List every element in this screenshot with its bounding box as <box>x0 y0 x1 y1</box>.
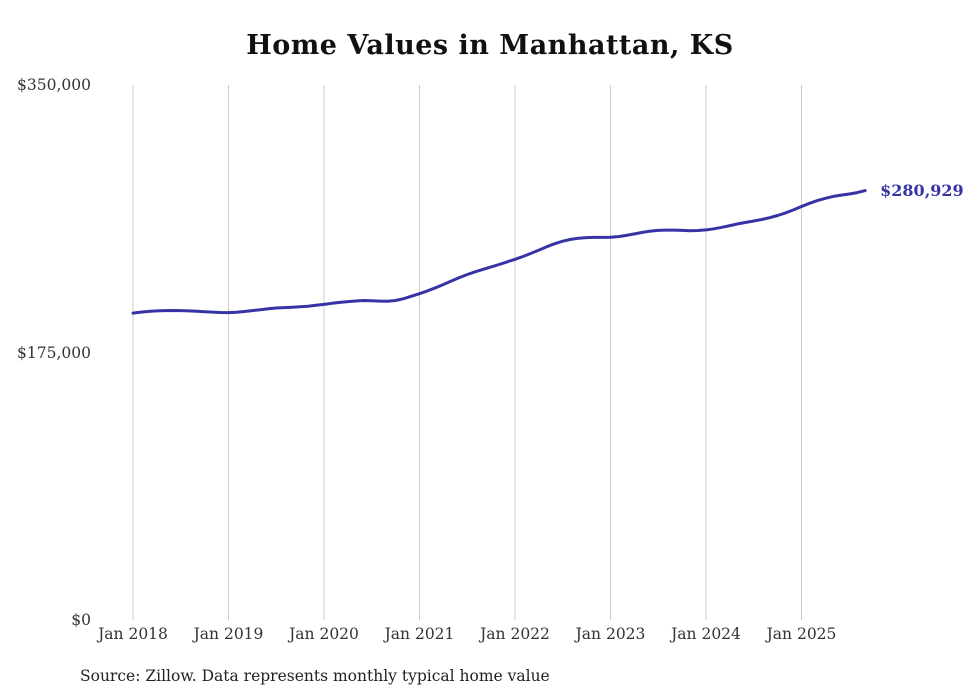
x-tick-label: Jan 2021 <box>384 625 455 643</box>
y-tick-label: $350,000 <box>17 76 91 94</box>
y-tick-label: $175,000 <box>17 343 91 362</box>
x-tick-label: Jan 2024 <box>671 625 741 643</box>
chart-title: Home Values in Manhattan, KS <box>246 30 734 61</box>
source-note: Source: Zillow. Data represents monthly … <box>80 667 550 685</box>
x-tick-label: Jan 2025 <box>766 625 837 643</box>
x-tick-label: Jan 2022 <box>480 625 550 643</box>
home-value-line <box>131 189 867 315</box>
x-tick-label: Jan 2018 <box>98 625 168 643</box>
y-tick-label: $0 <box>71 611 91 629</box>
x-tick-label: Jan 2019 <box>193 625 264 643</box>
final-value-label: $280,929 <box>880 180 964 200</box>
x-tick-label: Jan 2020 <box>289 625 359 643</box>
x-tick-label: Jan 2023 <box>575 625 646 643</box>
